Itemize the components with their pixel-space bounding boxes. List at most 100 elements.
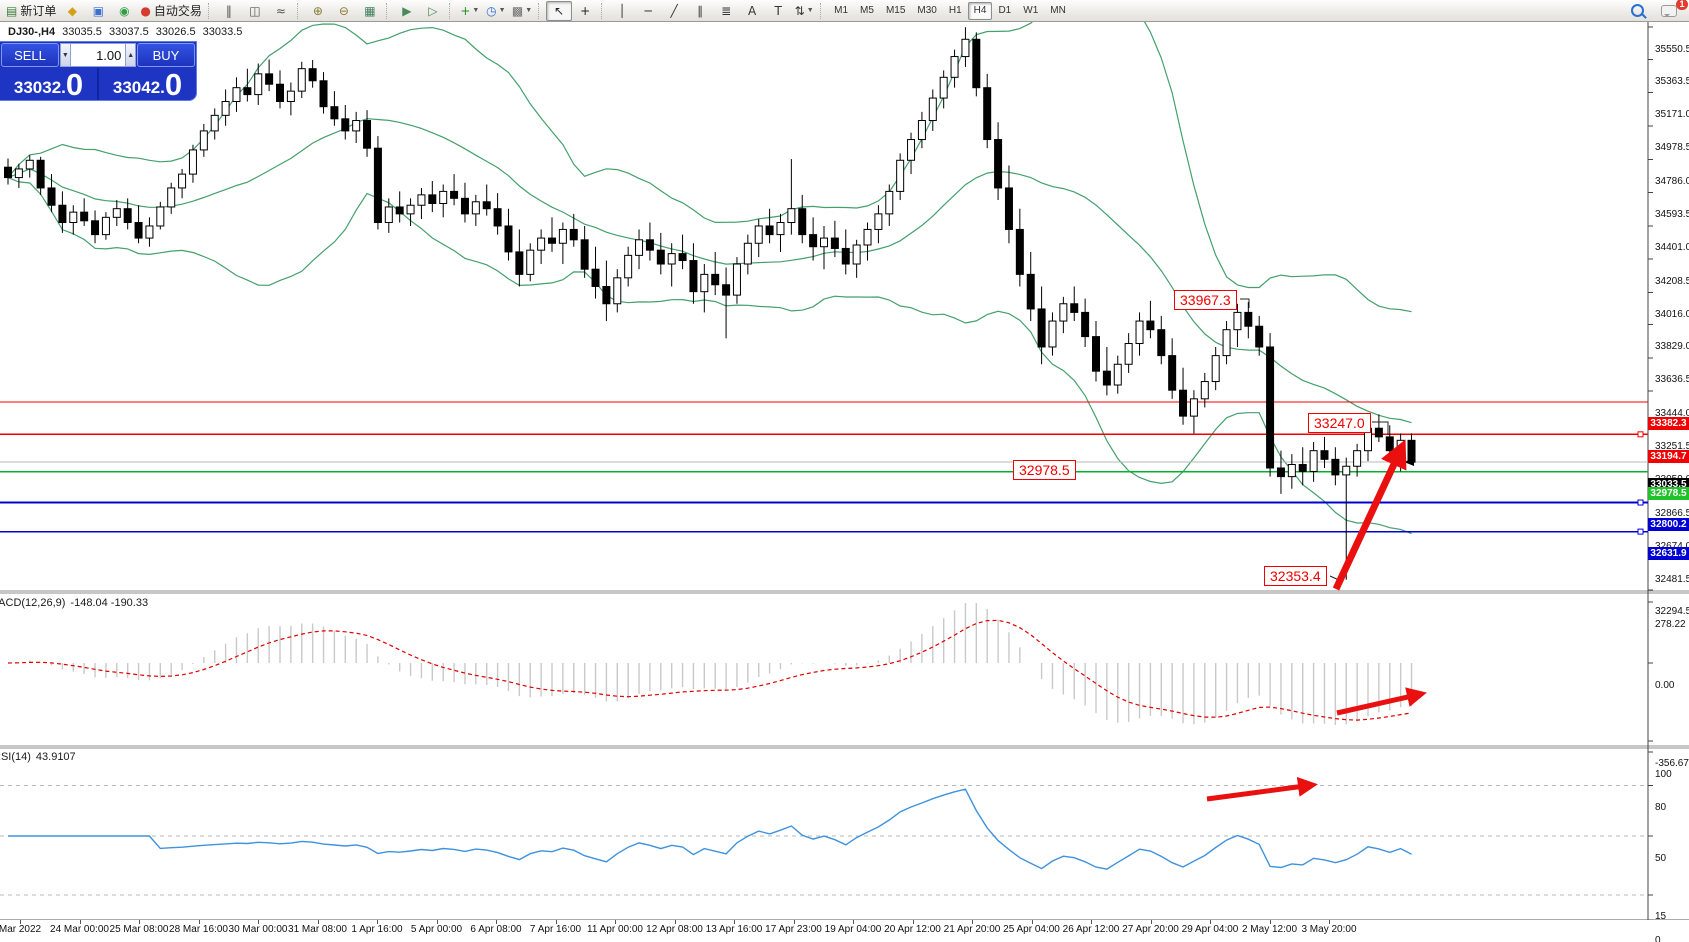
- price-callout[interactable]: 33247.0: [1308, 413, 1371, 433]
- market-watch-icon-button[interactable]: ◆: [59, 1, 85, 21]
- timeframe-h4[interactable]: H4: [967, 1, 993, 20]
- trendline-tool-icon: ╱: [670, 3, 678, 18]
- cursor-tool-button-icon: ↖: [554, 3, 565, 18]
- rsi-label: RSI(14)43.9107: [0, 751, 76, 763]
- periodicity-button[interactable]: ◷ ▼: [483, 1, 509, 21]
- timeframe-m15[interactable]: M15: [885, 5, 906, 16]
- toolbar-separator: [296, 2, 302, 19]
- x-tick-mark: [377, 920, 378, 924]
- y-axis-tick-label: 32674.0: [1655, 541, 1689, 552]
- zoom-out-button-icon: ⊖: [338, 3, 349, 18]
- zoom-in-button-icon: ⊕: [312, 3, 323, 18]
- chart-shift-button[interactable]: ▷: [420, 1, 446, 21]
- horizontal-line-tool[interactable]: ─: [635, 1, 661, 21]
- trend-arrow[interactable]: [1332, 439, 1407, 591]
- shapes-tool-icon: ⇅: [794, 3, 805, 18]
- x-axis-tick-label: 25 Apr 04:00: [1003, 924, 1060, 935]
- y-axis-tick-label: 34208.5: [1655, 275, 1689, 287]
- y-axis-tick-label: 32481.5: [1655, 574, 1689, 586]
- fibonacci-tool[interactable]: ≣: [713, 1, 739, 21]
- shapes-tool[interactable]: ⇅ ▼: [791, 1, 817, 21]
- cursor-tool-button[interactable]: ↖: [546, 0, 573, 21]
- text-label-tool-icon: T: [774, 3, 782, 18]
- autotrading-button[interactable]: ● 自动交易: [137, 1, 205, 21]
- new-order-button[interactable]: ▤ 新订单: [3, 1, 59, 21]
- buy-button[interactable]: BUY: [137, 43, 195, 67]
- chart-canvas[interactable]: [0, 22, 1689, 920]
- price-callout[interactable]: 32353.4: [1264, 566, 1327, 586]
- x-tick-mark: [1210, 920, 1211, 924]
- x-tick-mark: [912, 920, 914, 924]
- timeframe-m30[interactable]: M30: [917, 5, 937, 16]
- price-callout[interactable]: 33967.3: [1174, 290, 1237, 310]
- vertical-line-tool[interactable]: │: [609, 1, 635, 21]
- bar-chart-mode-button[interactable]: ‖: [216, 1, 242, 21]
- volume-down-button[interactable]: ▼: [60, 43, 71, 67]
- dropdown-arrow-icon: ▼: [498, 7, 506, 14]
- buy-price[interactable]: 33042. 0: [112, 66, 183, 101]
- bar-chart-mode-button-icon: ‖: [225, 3, 232, 18]
- trend-arrow[interactable]: [1206, 776, 1318, 802]
- templates-button[interactable]: ▩ ▼: [509, 1, 535, 21]
- new-chart-button[interactable]: + ▼: [457, 1, 483, 21]
- x-axis-tick-label: 13 Apr 16:00: [705, 924, 763, 935]
- bollinger-upper-band[interactable]: [7, 22, 1412, 313]
- timeframe-m1[interactable]: M1: [834, 5, 849, 16]
- y-axis-tick-label: 35171.0: [1655, 109, 1689, 121]
- zoom-out-button[interactable]: ⊖: [331, 1, 357, 21]
- hline-handle[interactable]: [1637, 499, 1644, 506]
- chat-button[interactable]: 1: [1656, 0, 1688, 21]
- timeframe-d1[interactable]: D1: [998, 5, 1012, 16]
- search-button[interactable]: [1624, 1, 1650, 21]
- trendline-tool[interactable]: ╱: [661, 1, 687, 21]
- volume-up-button[interactable]: ▲: [125, 43, 136, 67]
- candles-group[interactable]: [4, 27, 1416, 580]
- x-tick-mark: [674, 920, 676, 924]
- x-axis-tick-label: 25 Mar 08:00: [109, 924, 169, 935]
- sell-price[interactable]: 33032. 0: [13, 66, 84, 101]
- text-tool[interactable]: A: [739, 1, 765, 21]
- timeframe-mn[interactable]: MN: [1050, 5, 1066, 16]
- line-chart-mode-button[interactable]: ≈: [268, 1, 294, 21]
- hline-handle[interactable]: [1637, 528, 1644, 535]
- text-label-tool[interactable]: T: [765, 1, 791, 21]
- price-callout[interactable]: 32978.5: [1013, 460, 1076, 480]
- rsi-line[interactable]: [8, 788, 1412, 870]
- callout-leader: [1372, 421, 1389, 435]
- x-tick-mark: [79, 920, 81, 924]
- bollinger-lower-band[interactable]: [7, 177, 1412, 535]
- x-axis-tick-label: 30 Mar 00:00: [228, 924, 288, 935]
- bollinger-middle-band[interactable]: [7, 118, 1412, 424]
- price-tag: 33194.7: [1648, 449, 1689, 463]
- timeframe-w1[interactable]: W1: [1023, 5, 1039, 16]
- data-window-icon-button[interactable]: ▣: [85, 1, 111, 21]
- x-tick-mark: [1091, 920, 1092, 924]
- timeframe-h1[interactable]: H1: [948, 5, 962, 16]
- timeframe-m5[interactable]: M5: [860, 5, 874, 16]
- x-axis-tick-label: 28 Mar 16:00: [169, 924, 228, 935]
- x-tick-mark: [436, 920, 438, 924]
- hline-handle[interactable]: [1637, 431, 1644, 438]
- x-tick-mark: [853, 920, 854, 924]
- auto-scroll-button[interactable]: ▶: [394, 1, 420, 21]
- x-tick-mark: [1150, 920, 1152, 924]
- macd-panel[interactable]: [7, 603, 1413, 725]
- new-order-button-icon: ▤: [6, 3, 18, 18]
- macd-tick-label: 0.00: [1655, 679, 1675, 691]
- zoom-in-button[interactable]: ⊕: [305, 1, 331, 21]
- horizontal-line-tool-icon: ─: [644, 3, 652, 18]
- macd-signal-line[interactable]: [7, 619, 1412, 721]
- sell-button[interactable]: SELL: [1, 43, 59, 67]
- volume-input[interactable]: [70, 43, 126, 67]
- signals-icon-button[interactable]: ◉: [111, 1, 137, 21]
- tile-windows-button[interactable]: ▦: [357, 1, 383, 21]
- trend-arrow[interactable]: [1336, 687, 1427, 716]
- channel-tool[interactable]: ∥: [687, 1, 713, 21]
- crosshair-tool-button[interactable]: +: [572, 1, 598, 21]
- signals-icon-button-icon: ◉: [119, 3, 130, 18]
- bar-close: 33033.5: [202, 26, 243, 38]
- x-axis-tick-label: 3 May 20:00: [1301, 924, 1357, 935]
- candlestick-mode-button[interactable]: ◫: [242, 1, 268, 21]
- y-axis-tick-label: 34016.0: [1655, 308, 1689, 320]
- price-tag: 32800.2: [1648, 518, 1689, 532]
